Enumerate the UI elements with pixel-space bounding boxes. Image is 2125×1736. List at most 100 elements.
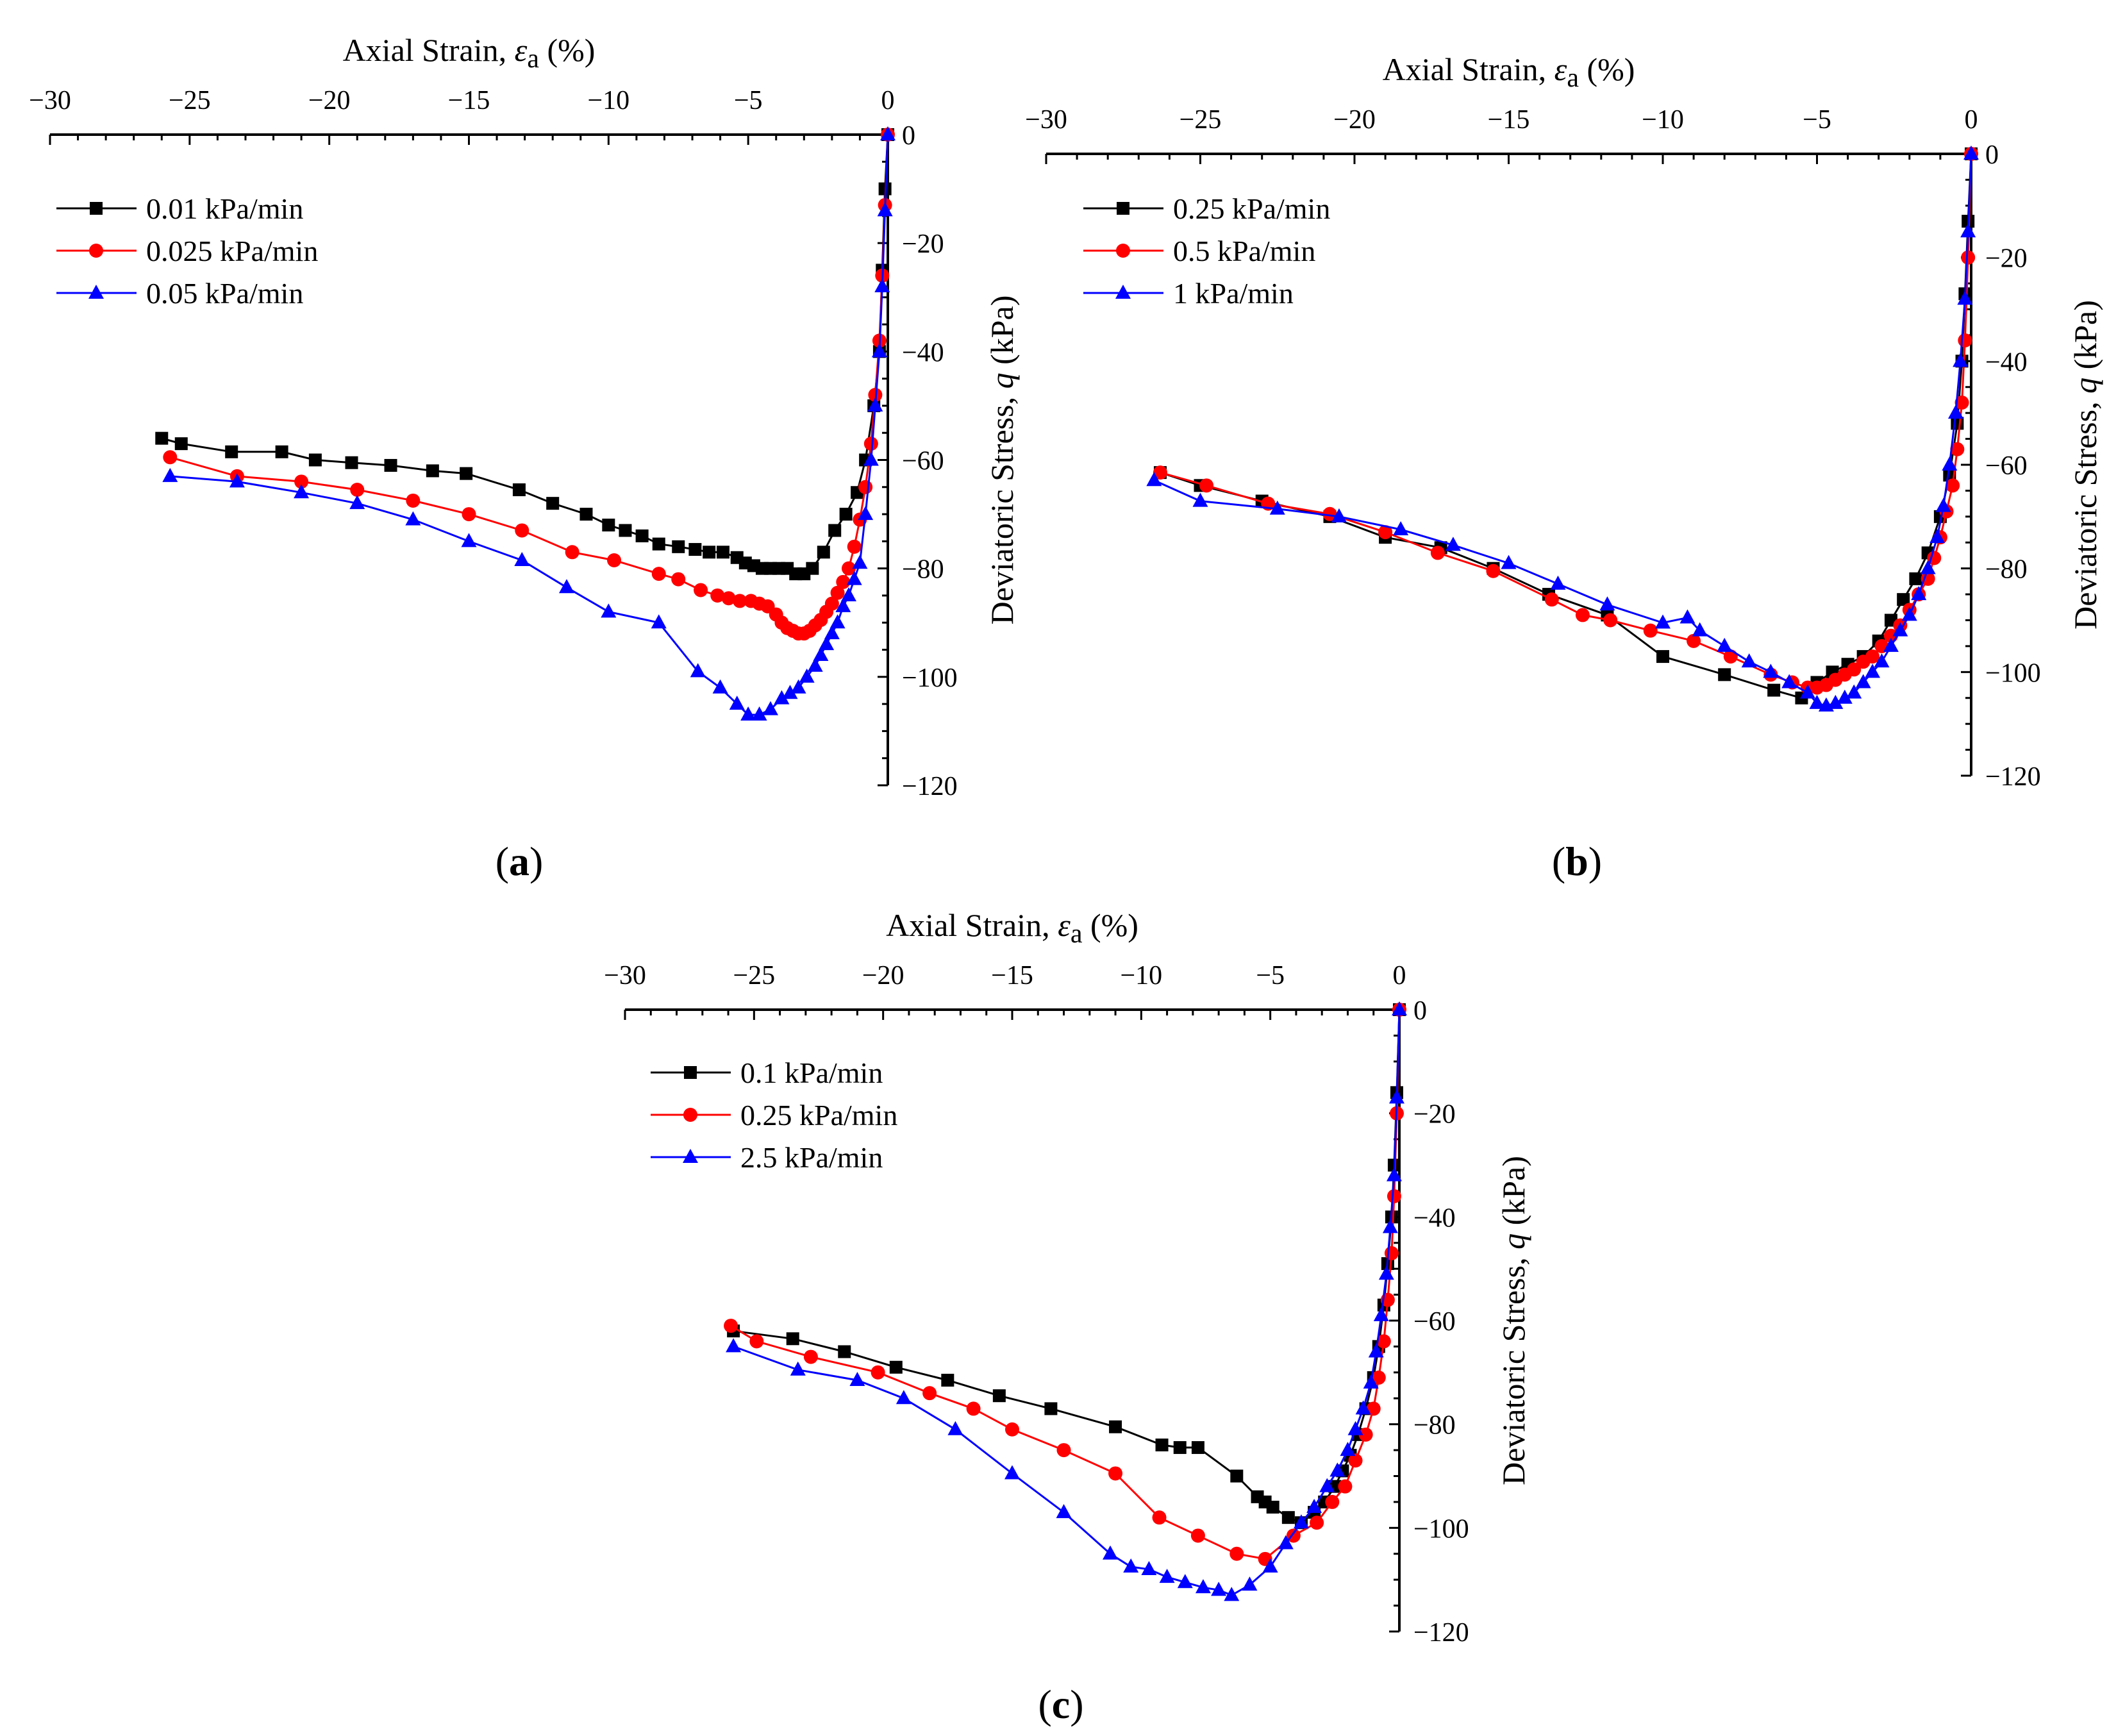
y-tick-label: −60 bbox=[902, 447, 944, 476]
data-point bbox=[1951, 417, 1964, 430]
y-axis-title-unit: (kPa) bbox=[2067, 300, 2103, 378]
series-3 bbox=[1146, 146, 1979, 712]
data-point bbox=[688, 543, 702, 556]
x-tick-label: −10 bbox=[1642, 105, 1684, 135]
data-point bbox=[819, 636, 835, 651]
data-point bbox=[461, 533, 477, 547]
data-point bbox=[651, 614, 667, 629]
legend-label: 2.5 kPa/min bbox=[740, 1141, 883, 1174]
x-tick-label: −5 bbox=[734, 86, 763, 115]
y-axis-title-symbol: q bbox=[984, 372, 1020, 388]
chart-panel-b: −30 −25 −20 −15 −10 −5 00 −20 −40 −60 −80 −100 −120 A… bbox=[1025, 51, 2103, 884]
data-point bbox=[1828, 694, 1844, 709]
y-axis-title: Deviatoric Stress, q (kPa) bbox=[984, 296, 1020, 625]
data-point bbox=[1946, 478, 1960, 493]
data-point bbox=[1430, 546, 1445, 560]
data-point bbox=[1655, 614, 1671, 629]
x-axis-title: Axial Strain, εa (%) bbox=[1383, 51, 1635, 93]
legend-marker bbox=[88, 285, 104, 299]
data-point bbox=[1847, 662, 1862, 677]
data-point bbox=[294, 484, 310, 499]
x-tick-label: −25 bbox=[169, 86, 211, 115]
data-point bbox=[384, 458, 397, 472]
data-point bbox=[1741, 653, 1757, 668]
x-axis-title: Axial Strain, εa (%) bbox=[343, 32, 596, 74]
data-point bbox=[922, 1386, 937, 1401]
legend-marker bbox=[1117, 202, 1129, 215]
data-point bbox=[1892, 622, 1908, 637]
data-point bbox=[846, 571, 862, 585]
data-point bbox=[947, 1421, 963, 1435]
data-point bbox=[1358, 1427, 1373, 1442]
data-point bbox=[836, 574, 851, 589]
data-point bbox=[1056, 1443, 1071, 1458]
data-point bbox=[1177, 1574, 1193, 1589]
legend-entry: 0.5 kPa/min bbox=[1083, 235, 1315, 267]
data-point bbox=[1293, 1514, 1309, 1529]
data-point bbox=[225, 445, 238, 458]
data-point bbox=[1445, 537, 1461, 551]
x-tick-label: −30 bbox=[604, 961, 646, 990]
data-point bbox=[1384, 1246, 1399, 1260]
data-point bbox=[1897, 593, 1910, 606]
data-point bbox=[1152, 1510, 1167, 1525]
data-point bbox=[1366, 1401, 1381, 1416]
data-point bbox=[880, 126, 896, 140]
legend-marker bbox=[89, 244, 103, 258]
x-axis-title-unit: (%) bbox=[1082, 907, 1138, 943]
data-point bbox=[514, 551, 530, 566]
data-point bbox=[1230, 1469, 1244, 1483]
data-point bbox=[1388, 1089, 1404, 1104]
data-point bbox=[1781, 674, 1797, 689]
data-point bbox=[830, 585, 845, 600]
y-axis-title-symbol: q bbox=[1496, 1233, 1531, 1249]
data-point bbox=[1310, 1515, 1324, 1530]
data-point bbox=[863, 451, 879, 466]
legend-entry: 0.05 kPa/min bbox=[56, 277, 303, 310]
data-point bbox=[1763, 664, 1779, 678]
data-point bbox=[858, 506, 874, 521]
data-point bbox=[1958, 333, 1972, 347]
data-point bbox=[651, 567, 666, 581]
y-tick-label: 0 bbox=[1985, 140, 1999, 170]
series-line bbox=[161, 134, 889, 575]
data-point bbox=[1378, 525, 1393, 540]
y-tick-label: −100 bbox=[1413, 1514, 1469, 1544]
data-point bbox=[1155, 1439, 1169, 1451]
data-point bbox=[790, 1361, 806, 1376]
x-axis-title-subscript: a bbox=[1567, 63, 1579, 93]
data-point bbox=[1544, 592, 1559, 607]
data-point bbox=[1920, 560, 1936, 574]
data-point bbox=[671, 572, 686, 587]
y-tick-label: −120 bbox=[902, 772, 958, 801]
data-point bbox=[174, 437, 188, 451]
x-tick-label: −5 bbox=[1803, 105, 1831, 135]
x-tick-label: −10 bbox=[1120, 961, 1162, 990]
legend-label: 0.25 kPa/min bbox=[1173, 192, 1330, 225]
data-point bbox=[1281, 1511, 1295, 1524]
data-point bbox=[751, 706, 767, 721]
data-point bbox=[1883, 637, 1899, 652]
data-point bbox=[1382, 1219, 1398, 1233]
data-point bbox=[294, 474, 309, 489]
data-point bbox=[607, 553, 622, 567]
data-point bbox=[1173, 1441, 1187, 1455]
data-point bbox=[1963, 146, 1979, 160]
data-point bbox=[1947, 405, 1963, 419]
data-point bbox=[694, 583, 708, 597]
x-tick-label: −15 bbox=[1488, 105, 1530, 135]
legend-marker bbox=[684, 1066, 697, 1079]
data-point bbox=[724, 1319, 738, 1333]
data-point bbox=[349, 495, 365, 510]
data-point bbox=[350, 483, 365, 497]
data-point bbox=[871, 1365, 885, 1380]
data-point bbox=[1575, 608, 1590, 622]
data-point bbox=[275, 445, 288, 458]
data-point bbox=[877, 202, 893, 217]
data-point bbox=[672, 540, 685, 553]
data-point bbox=[733, 594, 747, 608]
chart-panel-a: −30 −25 −20 −15 −10 −5 00 −20 −40 −60 −80 −100 −120 A… bbox=[29, 32, 1020, 884]
legend-marker bbox=[683, 1108, 697, 1122]
data-point bbox=[889, 1360, 903, 1374]
y-tick-label: −100 bbox=[902, 664, 958, 693]
